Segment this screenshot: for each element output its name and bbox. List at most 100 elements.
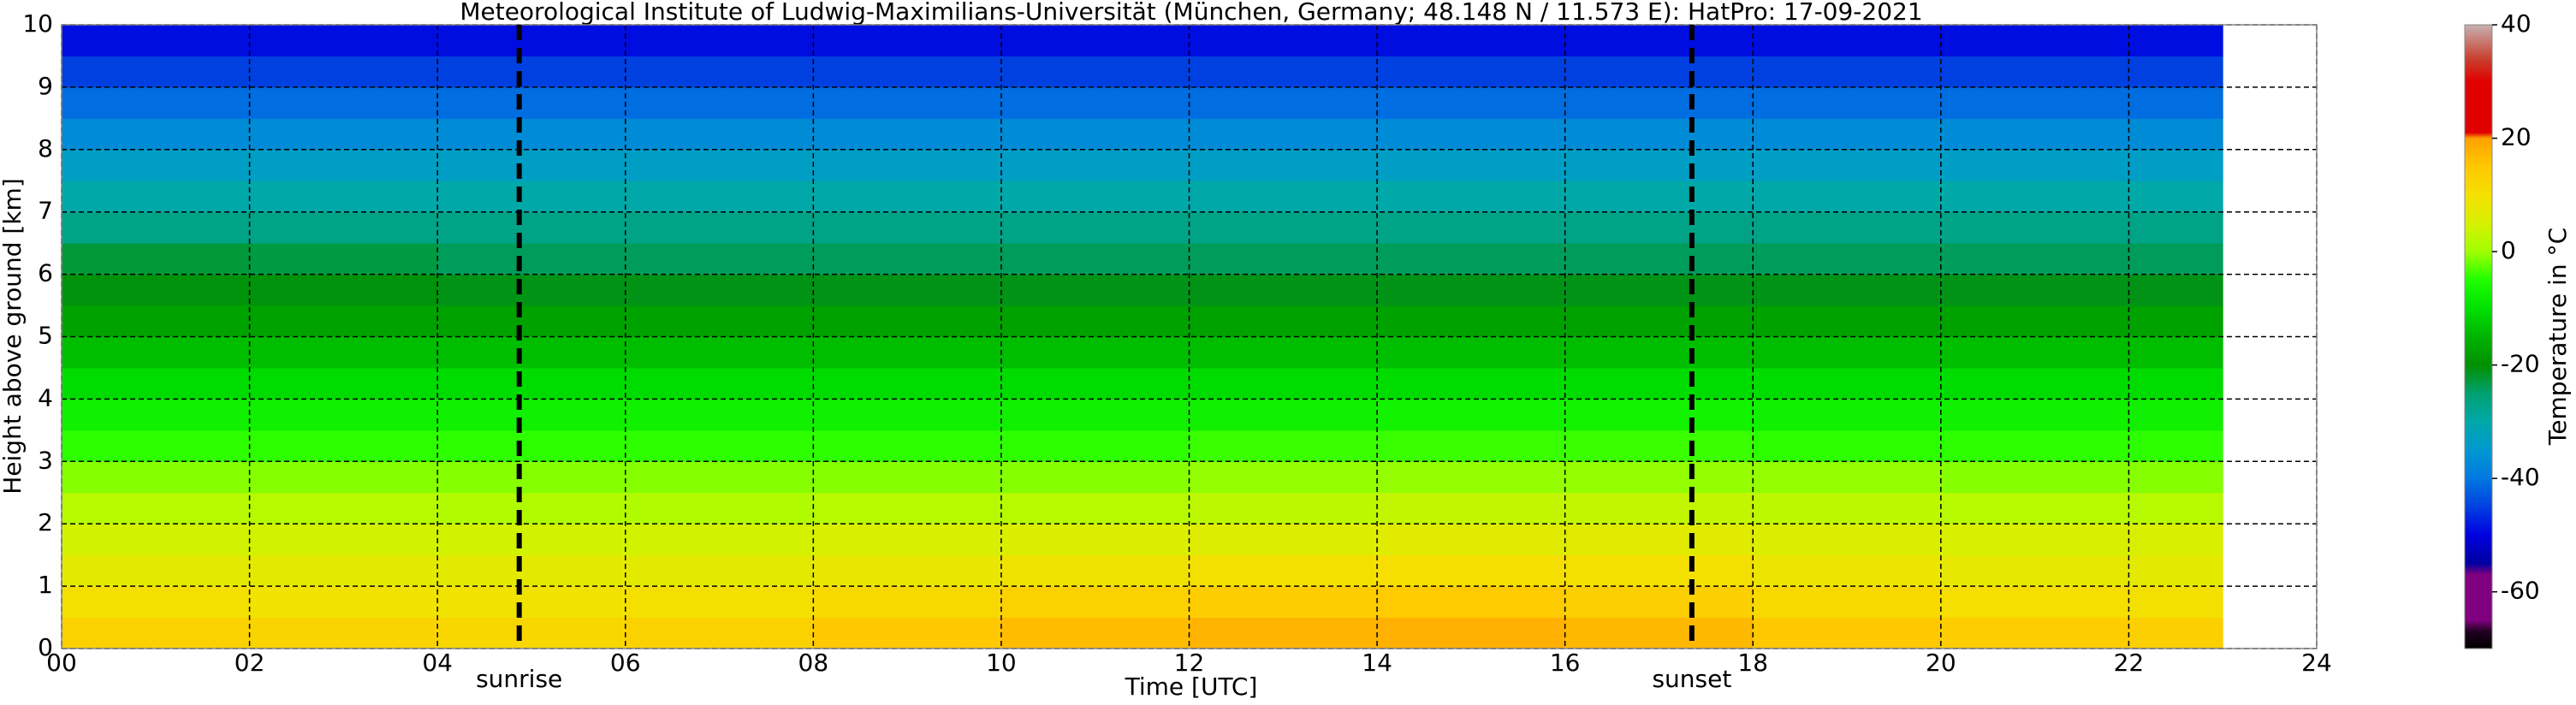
heatmap-cell [437, 524, 626, 556]
heatmap-cell [1564, 586, 1754, 619]
heatmap-cell [625, 243, 814, 275]
heatmap-cell [1564, 367, 1754, 400]
heatmap-cell [437, 430, 626, 462]
heatmap-cell [1189, 211, 1378, 244]
heatmap-cell [1000, 149, 1190, 181]
heatmap-cell [1753, 305, 1942, 337]
heatmap-cell [437, 243, 626, 275]
heatmap-cell [1753, 617, 1942, 649]
heatmap-cell [813, 399, 1002, 431]
heatmap-cell [1000, 617, 1190, 649]
heatmap-cell [1940, 149, 2129, 181]
heatmap-cell [1189, 399, 1378, 431]
y-tick-label: 9 [38, 72, 53, 100]
heatmap-cell [1377, 86, 1566, 119]
heatmap-cell [62, 305, 251, 337]
heatmap-cell [625, 336, 814, 369]
heatmap-cell [249, 461, 438, 494]
heatmap-cell [625, 367, 814, 400]
heatmap-cell [625, 524, 814, 556]
heatmap-cell [813, 336, 1002, 369]
heatmap-cell [1000, 461, 1190, 494]
heatmap-cell [813, 56, 1002, 88]
heatmap-cell [1377, 524, 1566, 556]
heatmap-cell [1753, 399, 1942, 431]
heatmap-cell [625, 617, 814, 649]
heatmap-cell [2128, 492, 2223, 524]
heatmap-cell [1377, 274, 1566, 306]
heatmap-cell [1564, 399, 1754, 431]
heatmap-cell [1564, 492, 1754, 524]
heatmap-cell [2128, 243, 2223, 275]
x-tick-label: 24 [2301, 649, 2332, 677]
heatmap-cell [249, 430, 438, 462]
heatmap-cell [1753, 25, 1942, 56]
heatmap-cell [1753, 461, 1942, 494]
x-tick-label: 06 [610, 649, 641, 677]
heatmap-cell [1564, 118, 1754, 151]
heatmap-cell [1000, 554, 1190, 587]
heatmap-cell [2128, 149, 2223, 181]
heatmap-cell [813, 118, 1002, 151]
heatmap-cell [1189, 461, 1378, 494]
heatmap-cell [1189, 274, 1378, 306]
heatmap-cell [1189, 56, 1378, 88]
heatmap-cell [1564, 86, 1754, 119]
heatmap-cell [1940, 492, 2129, 524]
heatmap-cell [1000, 118, 1190, 151]
heatmap-cell [62, 274, 251, 306]
heatmap-cell [625, 181, 814, 213]
heatmap-cell [437, 149, 626, 181]
heatmap-cell [1753, 367, 1942, 400]
colorbar-tick-label: 0 [2501, 236, 2516, 264]
heatmap-cell [1377, 554, 1566, 587]
heatmap-cell [1000, 86, 1190, 119]
heatmap-cell [2128, 430, 2223, 462]
heatmap-cell [625, 118, 814, 151]
annotation-label: sunset [1652, 665, 1731, 693]
heatmap-cell [1000, 181, 1190, 213]
heatmap-cell [1940, 617, 2129, 649]
heatmap-cell [1564, 336, 1754, 369]
x-tick-label: 10 [986, 649, 1017, 677]
heatmap-cell [813, 430, 1002, 462]
y-tick-label: 1 [38, 571, 53, 599]
heatmap-cell [625, 554, 814, 587]
heatmap-cell [1753, 336, 1942, 369]
heatmap-cell [1377, 56, 1566, 88]
heatmap-cell [62, 524, 251, 556]
x-tick-label: 02 [234, 649, 265, 677]
heatmap-cell [1564, 149, 1754, 181]
heatmap-cell [813, 25, 1002, 56]
heatmap-cell [437, 86, 626, 119]
heatmap-cell [249, 118, 438, 151]
heatmap-cell [62, 181, 251, 213]
x-tick-label: 08 [798, 649, 829, 677]
heatmap-cell [1189, 554, 1378, 587]
heatmap-cell [1753, 430, 1942, 462]
heatmap-cell [625, 430, 814, 462]
heatmap-cell [2128, 118, 2223, 151]
heatmap-cell [1940, 56, 2129, 88]
heatmap-cell [2128, 181, 2223, 213]
heatmap-cell [1189, 492, 1378, 524]
heatmap-cell [1377, 211, 1566, 244]
heatmap-cell [1000, 430, 1190, 462]
heatmap-cell [1189, 336, 1378, 369]
heatmap-cell [437, 181, 626, 213]
heatmap-cell [1940, 25, 2129, 56]
heatmap-cell [813, 181, 1002, 213]
x-tick-label: 14 [1362, 649, 1392, 677]
heatmap-cell [625, 211, 814, 244]
heatmap-cell [813, 586, 1002, 619]
heatmap-cell [2128, 399, 2223, 431]
heatmap-cell [1189, 367, 1378, 400]
heatmap-cell [1753, 274, 1942, 306]
x-tick-label: 04 [422, 649, 453, 677]
heatmap-cell [249, 336, 438, 369]
heatmap-cell [62, 336, 251, 369]
heatmap-cell [1940, 305, 2129, 337]
x-axis-label: Time [UTC] [1125, 672, 1258, 701]
x-tick-label: 20 [1926, 649, 1956, 677]
heatmap-cell [813, 461, 1002, 494]
